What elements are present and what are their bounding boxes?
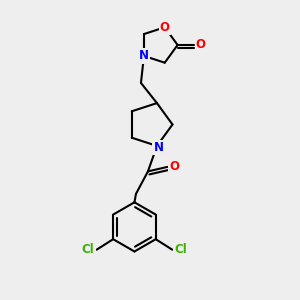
- Text: N: N: [139, 50, 149, 62]
- Text: O: O: [169, 160, 179, 173]
- Text: Cl: Cl: [82, 243, 94, 256]
- Text: O: O: [160, 21, 170, 34]
- Text: O: O: [196, 38, 206, 52]
- Text: N: N: [154, 141, 164, 154]
- Text: Cl: Cl: [174, 243, 187, 256]
